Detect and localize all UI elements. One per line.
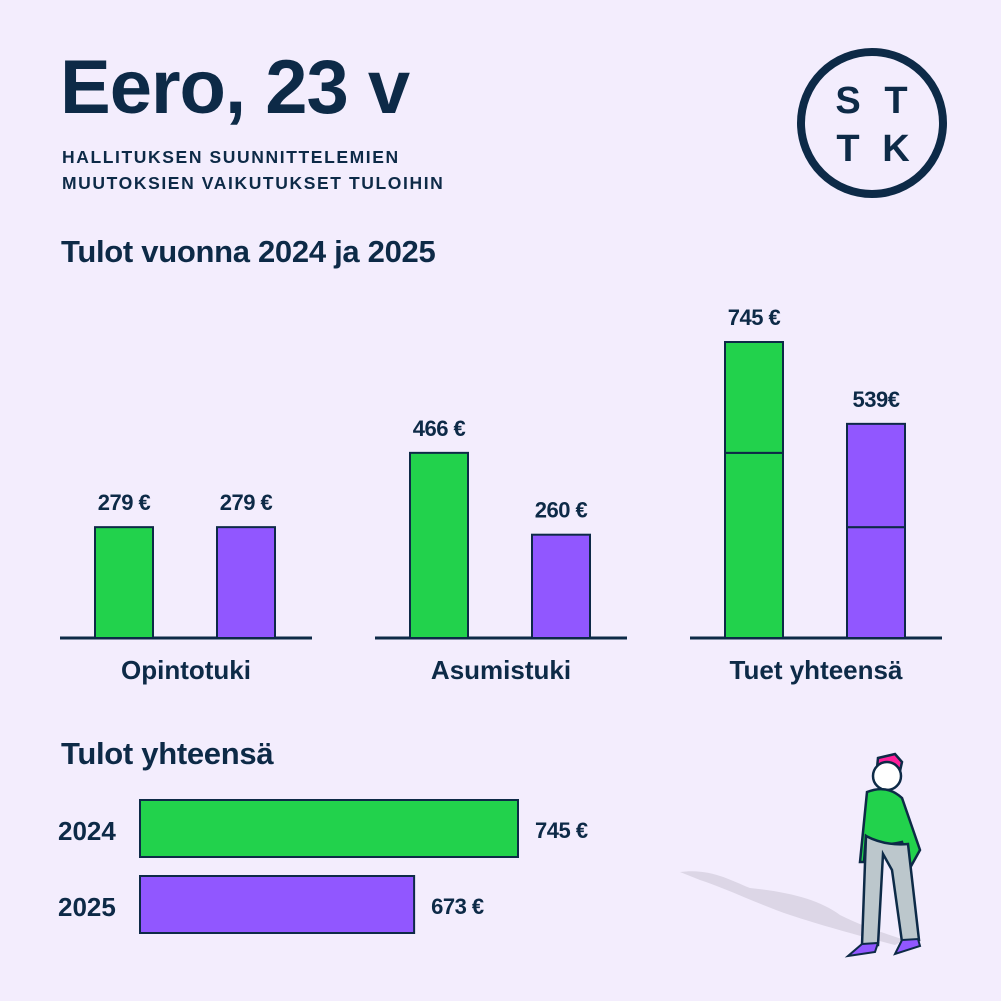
logo-letter: T: [884, 80, 907, 122]
bar-2024: [409, 451, 469, 639]
bar-2024: [94, 526, 154, 639]
bar-segment: [724, 451, 784, 639]
data-label: 466 €: [413, 416, 466, 441]
data-label: 745 €: [535, 818, 588, 843]
data-label: 673 €: [431, 894, 484, 919]
bar-2025: [531, 533, 591, 640]
chart-title-bar: Tulot vuonna 2024 ja 2025: [61, 234, 436, 269]
sttk-logo: S T T K: [797, 48, 947, 198]
subtitle-line-2: MUUTOKSIEN VAIKUTUKSET TULOIHIN: [62, 173, 445, 193]
logo-letter: S: [835, 80, 860, 122]
total-bar-2025: [139, 875, 416, 934]
subtitle-line-1: HALLITUKSEN SUUNNITTELEMIEN: [62, 147, 400, 167]
data-label: 260 €: [535, 498, 588, 523]
category-label: Asumistuki: [431, 655, 571, 685]
category-label: Tuet yhteensä: [730, 655, 903, 685]
data-label: 539€: [853, 387, 900, 412]
category-label: Opintotuki: [121, 655, 251, 685]
total-bar-2024: [139, 799, 519, 858]
data-label: 745 €: [728, 305, 781, 330]
logo-letter: K: [882, 128, 910, 170]
bar-segment: [846, 422, 906, 529]
data-label: 279 €: [98, 490, 151, 515]
year-label: 2025: [58, 892, 116, 922]
page-title: Eero, 23 v: [60, 45, 410, 130]
bar-segment: [846, 526, 906, 639]
logo-letter: T: [836, 128, 859, 170]
data-label: 279 €: [220, 490, 273, 515]
year-label: 2024: [58, 816, 116, 846]
chart-title-total: Tulot yhteensä: [61, 736, 274, 771]
person-illustration: [680, 752, 922, 958]
bar-segment: [724, 341, 784, 454]
bar-2025: [216, 526, 276, 639]
